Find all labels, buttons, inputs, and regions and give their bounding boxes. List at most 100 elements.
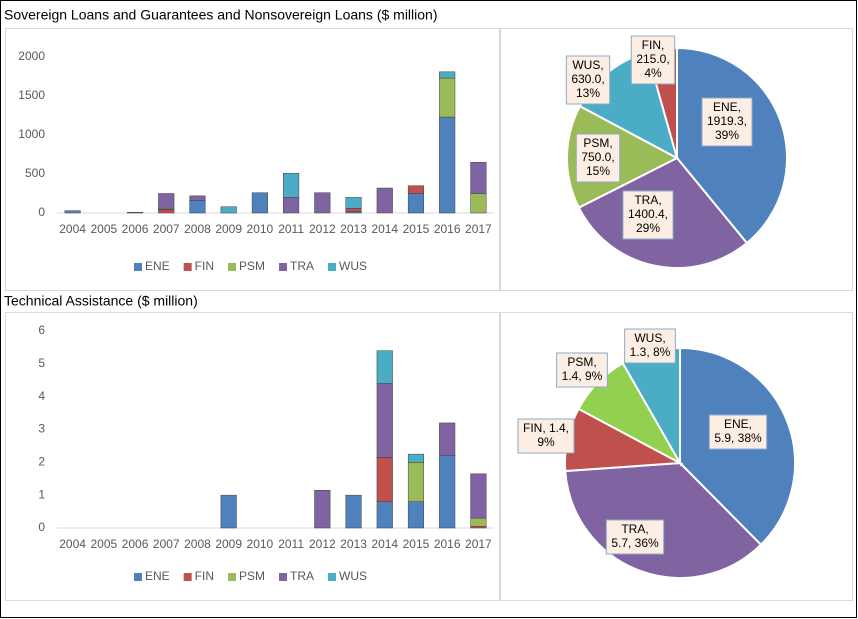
x-tick-label: 2015	[403, 222, 430, 236]
y-tick-label: 1000	[18, 127, 45, 141]
data-label: TRA,	[621, 522, 648, 536]
bar	[126, 211, 144, 214]
bar	[283, 172, 300, 198]
x-tick-label: 2009	[215, 222, 242, 236]
x-tick-label: 2013	[340, 222, 367, 236]
x-tick-label: 2010	[247, 222, 274, 236]
y-tick-label: 0	[38, 205, 45, 219]
bar	[470, 193, 487, 214]
bar	[439, 71, 456, 79]
bar	[158, 209, 175, 214]
data-label: PSM,	[583, 136, 612, 150]
legend-swatch	[228, 573, 237, 581]
bar	[158, 193, 175, 210]
y-tick-label: 6	[38, 323, 45, 337]
data-label: ENE,	[713, 100, 741, 114]
bar	[283, 197, 300, 214]
bar	[314, 489, 331, 529]
data-label: 630.0,	[571, 72, 604, 86]
bar	[439, 77, 456, 118]
legend-label: FIN	[195, 569, 214, 583]
bar	[376, 457, 393, 502]
legend-swatch	[228, 263, 237, 271]
x-tick-label: 2015	[403, 537, 430, 551]
x-tick-label: 2008	[184, 537, 211, 551]
bar	[220, 494, 237, 529]
x-tick-label: 2017	[465, 222, 492, 236]
bar	[376, 350, 393, 384]
x-tick-label: 2014	[371, 537, 398, 551]
y-tick-label: 1500	[18, 88, 45, 102]
bar	[439, 422, 456, 457]
bar	[407, 453, 425, 463]
data-label: 1.4, 9%	[562, 369, 603, 383]
data-label-box	[575, 133, 621, 183]
bar	[407, 185, 425, 194]
data-label: 13%	[576, 86, 600, 100]
bar	[470, 162, 487, 194]
bar	[345, 208, 362, 212]
x-tick-label: 2011	[278, 222, 304, 236]
bar	[407, 462, 425, 502]
legend-swatch	[328, 573, 337, 581]
x-tick-label: 2007	[153, 222, 180, 236]
x-tick-label: 2013	[340, 537, 367, 551]
bar	[376, 383, 393, 458]
bar	[314, 192, 331, 214]
legend-swatch	[279, 263, 288, 271]
legend-swatch	[183, 263, 192, 271]
x-tick-label: 2004	[59, 222, 86, 236]
data-label: 1919.3,	[707, 114, 747, 128]
data-label: 5.7, 36%	[611, 536, 659, 550]
data-label: FIN, 1.4,	[523, 421, 569, 435]
legend-swatch	[183, 573, 192, 581]
data-label-box	[624, 328, 676, 364]
data-label: PSM,	[567, 355, 596, 369]
bar	[189, 200, 206, 214]
bar	[189, 195, 206, 201]
bar	[470, 473, 487, 519]
bar	[439, 116, 456, 214]
bar	[407, 193, 425, 214]
data-label: 5.9, 38%	[714, 431, 762, 445]
data-label-box	[605, 519, 665, 555]
y-tick-label: 3	[38, 422, 45, 436]
data-label-box	[708, 414, 768, 450]
x-tick-label: 2006	[122, 537, 149, 551]
y-tick-label: 1	[38, 487, 45, 501]
data-label: WUS,	[572, 58, 603, 72]
bar	[345, 494, 362, 529]
legend-swatch	[279, 573, 288, 581]
legend-label: TRA	[290, 569, 314, 583]
data-label-box	[630, 35, 676, 85]
chart-title: Sovereign Loans and Guarantees and Nonso…	[4, 7, 438, 23]
panel	[500, 28, 853, 291]
bar	[470, 517, 487, 527]
y-tick-label: 0	[38, 520, 45, 534]
legend-label: ENE	[145, 569, 170, 583]
legend-label: PSM	[239, 259, 265, 273]
data-label: 9%	[537, 435, 555, 449]
x-tick-label: 2006	[122, 222, 149, 236]
y-tick-label: 2000	[18, 49, 45, 63]
x-tick-label: 2005	[90, 222, 117, 236]
x-tick-label: 2009	[215, 537, 242, 551]
y-tick-label: 4	[38, 389, 45, 403]
x-tick-label: 2010	[247, 537, 274, 551]
x-tick-label: 2005	[90, 537, 117, 551]
bar	[376, 187, 393, 214]
legend-swatch	[133, 573, 142, 581]
data-label: 29%	[636, 221, 660, 235]
data-label-box	[701, 97, 753, 147]
bar	[251, 192, 268, 214]
panel	[500, 312, 853, 601]
data-label: TRA,	[634, 193, 661, 207]
data-label: FIN,	[642, 38, 665, 52]
legend-label: WUS	[339, 569, 367, 583]
chart-title: Technical Assistance ($ million)	[4, 293, 198, 309]
x-tick-label: 2012	[309, 537, 336, 551]
data-label: 1.3, 8%	[630, 345, 671, 359]
